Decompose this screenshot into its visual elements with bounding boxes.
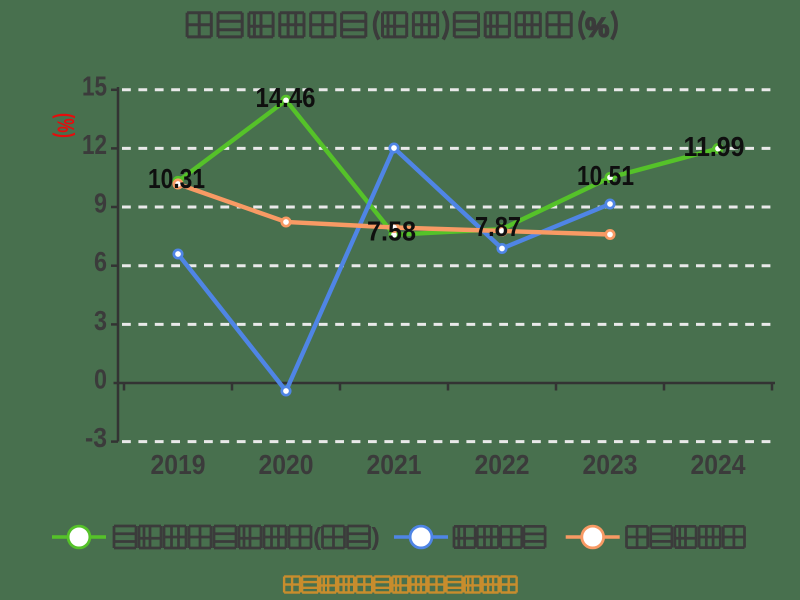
svg-text:11.99: 11.99 (684, 131, 745, 162)
svg-text:-3: -3 (85, 422, 107, 453)
svg-text:10.51: 10.51 (577, 160, 634, 191)
svg-text:2021: 2021 (367, 449, 422, 480)
svg-text:9: 9 (94, 188, 107, 219)
svg-text:2023: 2023 (583, 449, 638, 480)
svg-text:2024: 2024 (691, 449, 747, 480)
svg-text:3: 3 (94, 305, 107, 336)
svg-text:7.58: 7.58 (367, 216, 416, 247)
svg-text:6: 6 (94, 246, 107, 277)
svg-text:): ) (372, 523, 380, 551)
svg-text:(%): (%) (52, 113, 79, 138)
svg-text:2020: 2020 (259, 449, 314, 480)
svg-text:14.46: 14.46 (256, 82, 316, 113)
svg-text:0: 0 (94, 364, 107, 395)
svg-text:10.31: 10.31 (148, 163, 205, 194)
svg-text:15: 15 (82, 70, 107, 101)
svg-text:%: % (585, 13, 609, 43)
svg-text:7.87: 7.87 (475, 211, 521, 242)
svg-text:2019: 2019 (151, 449, 206, 480)
svg-text:2022: 2022 (475, 449, 530, 480)
svg-text:12: 12 (82, 129, 107, 160)
svg-text:(: ( (313, 523, 322, 551)
